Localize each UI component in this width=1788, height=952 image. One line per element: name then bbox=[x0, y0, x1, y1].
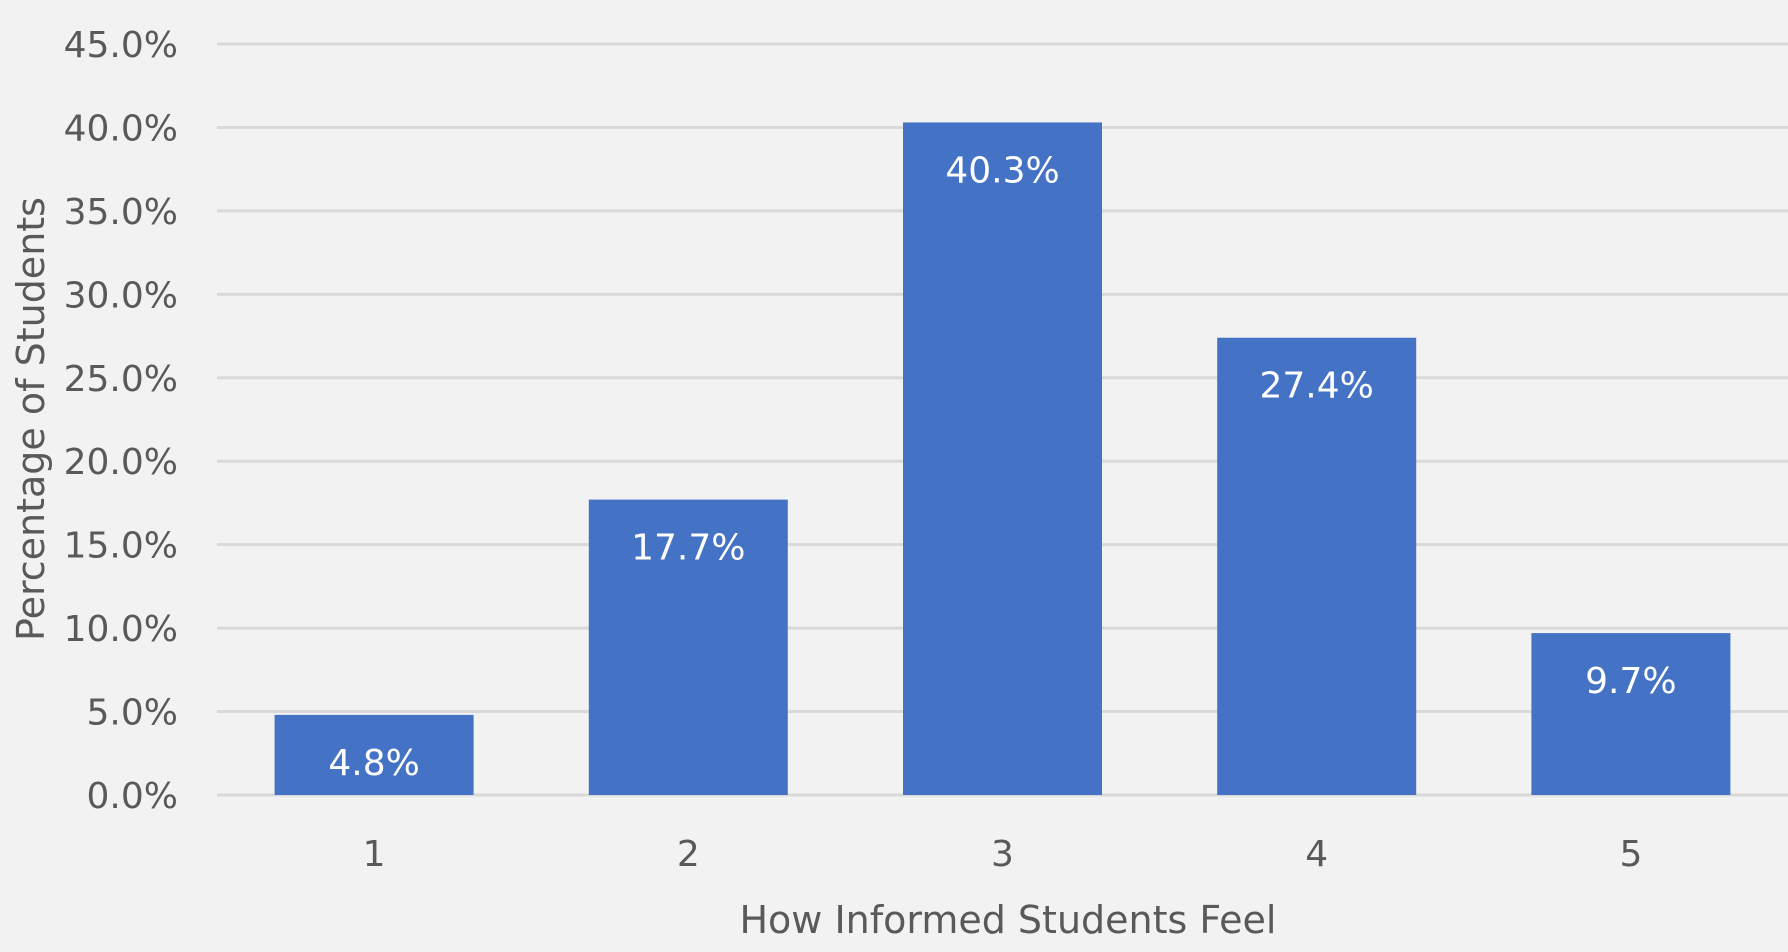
bar bbox=[903, 122, 1102, 796]
y-tick-label: 30.0% bbox=[64, 275, 178, 316]
y-tick-label: 15.0% bbox=[64, 526, 178, 567]
bar bbox=[1531, 633, 1731, 795]
y-tick-label: 45.0% bbox=[64, 25, 178, 66]
x-tick-label: 3 bbox=[991, 834, 1014, 875]
data-label: 4.8% bbox=[328, 743, 419, 784]
x-tick-label: 4 bbox=[1305, 834, 1328, 875]
y-tick-label: 10.0% bbox=[64, 609, 178, 650]
data-labels: 4.8% 17.7% 40.3% 27.4% 9.7% bbox=[328, 150, 1676, 783]
data-label: 27.4% bbox=[1260, 366, 1374, 407]
y-tick-label: 40.0% bbox=[64, 108, 178, 149]
bar bbox=[1217, 337, 1417, 795]
y-axis-title: Percentage of Students bbox=[9, 197, 53, 641]
data-label: 9.7% bbox=[1585, 661, 1676, 702]
x-axis-title: How Informed Students Feel bbox=[739, 898, 1276, 942]
bar bbox=[274, 714, 474, 795]
y-tick-label: 5.0% bbox=[87, 693, 178, 734]
y-tick-label: 35.0% bbox=[64, 192, 178, 233]
data-label: 17.7% bbox=[631, 528, 745, 569]
y-tick-label: 0.0% bbox=[87, 776, 178, 817]
y-tick-label: 25.0% bbox=[64, 359, 178, 400]
x-axis-ticks: 1 2 3 4 5 bbox=[363, 834, 1643, 875]
y-axis-ticks: 0.0% 5.0% 10.0% 15.0% 20.0% 25.0% 30.0% 35.0% 40… bbox=[64, 25, 178, 817]
bars bbox=[274, 122, 1731, 796]
x-tick-label: 2 bbox=[677, 834, 700, 875]
x-tick-label: 1 bbox=[363, 834, 386, 875]
bar bbox=[588, 499, 788, 795]
x-tick-label: 5 bbox=[1619, 834, 1642, 875]
y-tick-label: 20.0% bbox=[64, 442, 178, 483]
data-label: 40.3% bbox=[945, 150, 1059, 191]
